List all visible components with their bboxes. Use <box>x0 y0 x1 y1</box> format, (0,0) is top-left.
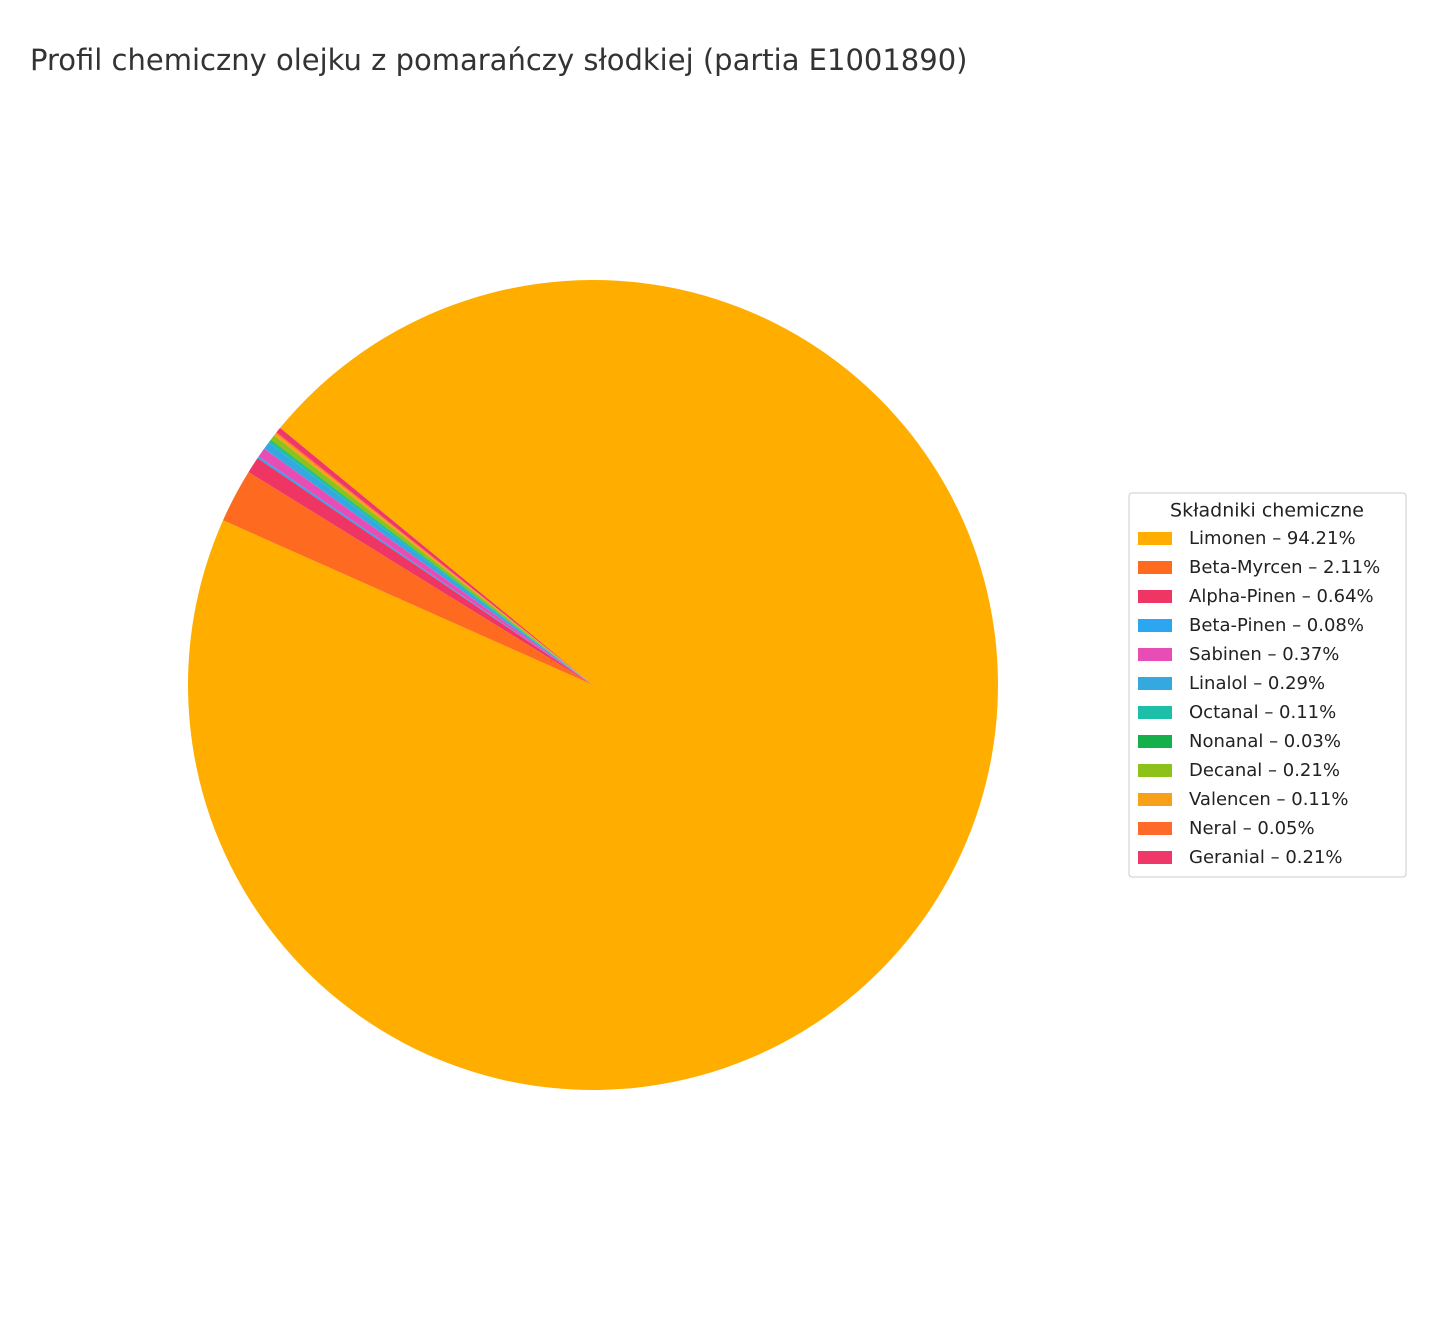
legend-box <box>1128 492 1407 878</box>
legend-label: Beta-Pinen – 0.08% <box>1189 615 1364 636</box>
legend-swatch <box>1138 706 1172 719</box>
legend-label: Geranial – 0.21% <box>1189 847 1343 868</box>
legend-swatch <box>1138 677 1172 690</box>
legend-label: Octanal – 0.11% <box>1189 702 1336 723</box>
legend-label: Decanal – 0.21% <box>1189 760 1340 781</box>
legend-swatch <box>1138 561 1172 574</box>
legend-label: Neral – 0.05% <box>1189 818 1315 839</box>
legend-title: Składniki chemiczne <box>1170 500 1364 522</box>
pie-slice <box>258 448 593 685</box>
legend-swatch <box>1138 822 1172 835</box>
legend-swatch <box>1138 851 1172 864</box>
pie-slice <box>264 442 593 685</box>
pie-slice <box>257 456 593 685</box>
legend-label: Nonanal – 0.03% <box>1189 731 1341 752</box>
pie-slice <box>276 427 593 685</box>
legend-label: Beta-Myrcen – 2.11% <box>1189 557 1380 578</box>
pie-slice <box>188 279 999 1091</box>
pie-slice <box>268 440 593 685</box>
legend-label: Valencen – 0.11% <box>1189 789 1348 810</box>
pie-slice <box>270 439 593 685</box>
legend-swatch <box>1138 793 1172 806</box>
legend-label: Sabinen – 0.37% <box>1189 644 1339 665</box>
pie-slice <box>274 433 593 685</box>
legend-swatch <box>1138 619 1172 632</box>
pie-slice <box>275 432 593 685</box>
legend-swatch <box>1138 764 1172 777</box>
legend-label: Limonen – 94.21% <box>1189 528 1356 549</box>
legend-swatch <box>1138 648 1172 661</box>
pie-slice <box>270 435 593 685</box>
legend-swatch <box>1138 590 1172 603</box>
legend-label: Alpha-Pinen – 0.64% <box>1189 586 1374 607</box>
legend-label: Linalol – 0.29% <box>1189 673 1325 694</box>
chart-title: Profil chemiczny olejku z pomarańczy sło… <box>30 43 967 77</box>
pie-slice <box>223 472 593 685</box>
legend-swatch <box>1138 532 1172 545</box>
pie-slice <box>248 458 594 685</box>
legend-swatch <box>1138 735 1172 748</box>
